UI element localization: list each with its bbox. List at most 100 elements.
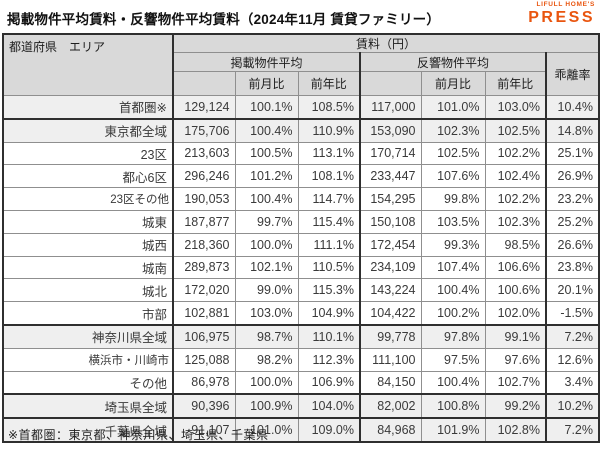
response-mom-cell: 107.4% xyxy=(420,255,486,280)
listed-avg-cell: 289,873 xyxy=(172,255,236,280)
response-avg-cell: 111,100 xyxy=(359,347,422,372)
response-avg-cell: 153,090 xyxy=(359,117,422,143)
response-avg-cell: 172,454 xyxy=(359,232,422,257)
region-cell: 城南 xyxy=(2,255,174,280)
table-row: その他 86,978 100.0% 106.9% 84,150 100.4% 102.7% 3… xyxy=(2,370,600,395)
listed-avg-cell: 125,088 xyxy=(172,347,236,372)
listed-mom-cell: 99.0% xyxy=(234,278,299,303)
response-avg-cell: 117,000 xyxy=(359,94,422,120)
header-response-mom: 前月比 xyxy=(420,71,486,96)
listed-yoy-cell: 110.5% xyxy=(297,255,361,280)
response-avg-cell: 154,295 xyxy=(359,187,422,211)
divergence-cell: 23.8% xyxy=(545,255,600,280)
divergence-cell: 26.6% xyxy=(545,232,600,257)
header-response-group: 反響物件平均 xyxy=(359,52,547,72)
table-row: 埼玉県全域 90,396 100.9% 104.0% 82,002 100.8% 99.2%… xyxy=(2,393,600,419)
listed-yoy-cell: 104.0% xyxy=(297,393,361,419)
table-row: 横浜市・川崎市 125,088 98.2% 112.3% 111,100 97.5% 97.… xyxy=(2,347,600,372)
response-avg-cell: 150,108 xyxy=(359,209,422,234)
response-mom-cell: 102.3% xyxy=(420,117,486,143)
listed-yoy-cell: 109.0% xyxy=(297,417,361,443)
response-yoy-cell: 100.6% xyxy=(484,278,547,303)
response-yoy-cell: 98.5% xyxy=(484,232,547,257)
region-cell: 城西 xyxy=(2,232,174,257)
response-yoy-cell: 102.8% xyxy=(484,417,547,443)
response-yoy-cell: 102.7% xyxy=(484,370,547,395)
listed-mom-cell: 98.7% xyxy=(234,323,299,349)
response-avg-cell: 234,109 xyxy=(359,255,422,280)
response-mom-cell: 102.5% xyxy=(420,141,486,166)
table-row: 首都圏※ 129,124 100.1% 108.5% 117,000 101.0% 103.… xyxy=(2,94,600,120)
response-avg-cell: 84,150 xyxy=(359,370,422,395)
region-cell: 城東 xyxy=(2,209,174,234)
region-cell: その他 xyxy=(2,370,174,395)
page-header: 掲載物件平均賃料・反響物件平均賃料（2024年11月 賃貸ファミリー） LIFU… xyxy=(7,1,595,28)
listed-avg-cell: 106,975 xyxy=(172,323,236,349)
listed-mom-cell: 100.4% xyxy=(234,117,299,143)
listed-avg-cell: 102,881 xyxy=(172,301,236,326)
listed-yoy-cell: 115.4% xyxy=(297,209,361,234)
response-mom-cell: 101.9% xyxy=(420,417,486,443)
response-yoy-cell: 102.2% xyxy=(484,141,547,166)
listed-mom-cell: 98.2% xyxy=(234,347,299,372)
divergence-cell: 3.4% xyxy=(545,370,600,395)
listed-avg-cell: 213,603 xyxy=(172,141,236,166)
divergence-cell: 26.9% xyxy=(545,164,600,189)
divergence-cell: 7.2% xyxy=(545,417,600,443)
divergence-cell: -1.5% xyxy=(545,301,600,326)
header-response-yoy: 前年比 xyxy=(484,71,547,96)
divergence-cell: 10.4% xyxy=(545,94,600,120)
listed-mom-cell: 102.1% xyxy=(234,255,299,280)
divergence-cell: 25.2% xyxy=(545,209,600,234)
listed-avg-cell: 218,360 xyxy=(172,232,236,257)
response-avg-cell: 82,002 xyxy=(359,393,422,419)
listed-yoy-cell: 111.1% xyxy=(297,232,361,257)
region-cell: 都心6区 xyxy=(2,164,174,189)
response-yoy-cell: 106.6% xyxy=(484,255,547,280)
header-response-avg-spacer xyxy=(359,71,422,96)
footnote: ※首都圏：東京都、神奈川県、埼玉県、千葉県 xyxy=(8,428,269,442)
listed-mom-cell: 100.9% xyxy=(234,393,299,419)
region-cell: 埼玉県全域 xyxy=(2,393,174,419)
header-divergence: 乖離率 xyxy=(545,52,600,96)
listed-yoy-cell: 108.5% xyxy=(297,94,361,120)
response-yoy-cell: 102.0% xyxy=(484,301,547,326)
header-listed-group: 掲載物件平均 xyxy=(172,52,361,72)
logo-main-text: PRESS xyxy=(528,8,595,26)
listed-avg-cell: 129,124 xyxy=(172,94,236,120)
header-listed-yoy: 前年比 xyxy=(297,71,361,96)
divergence-cell: 7.2% xyxy=(545,323,600,349)
listed-mom-cell: 100.5% xyxy=(234,141,299,166)
response-yoy-cell: 99.2% xyxy=(484,393,547,419)
region-cell: 東京都全域 xyxy=(2,117,174,143)
listed-yoy-cell: 110.1% xyxy=(297,323,361,349)
table-row: 神奈川県全域 106,975 98.7% 110.1% 99,778 97.8% 99.1%… xyxy=(2,323,600,349)
table-row: 23区 213,603 100.5% 113.1% 170,714 102.5% 102.2… xyxy=(2,141,600,166)
response-mom-cell: 97.8% xyxy=(420,323,486,349)
response-mom-cell: 97.5% xyxy=(420,347,486,372)
response-mom-cell: 101.0% xyxy=(420,94,486,120)
listed-avg-cell: 175,706 xyxy=(172,117,236,143)
listed-yoy-cell: 112.3% xyxy=(297,347,361,372)
region-cell: 市部 xyxy=(2,301,174,326)
listed-mom-cell: 100.4% xyxy=(234,187,299,211)
table-row: 東京都全域 175,706 100.4% 110.9% 153,090 102.3% 102… xyxy=(2,117,600,143)
listed-mom-cell: 100.1% xyxy=(234,94,299,120)
logo-top-text: LIFULL HOME'S xyxy=(536,1,595,8)
divergence-cell: 23.2% xyxy=(545,187,600,211)
table-row: 城北 172,020 99.0% 115.3% 143,224 100.4% 100.6% 2… xyxy=(2,278,600,303)
region-cell: 首都圏※ xyxy=(2,94,174,120)
lifull-homes-press-logo: LIFULL HOME'S PRESS xyxy=(528,1,595,26)
listed-yoy-cell: 115.3% xyxy=(297,278,361,303)
region-cell: 23区その他 xyxy=(2,187,174,211)
table-row: 市部 102,881 103.0% 104.9% 104,422 100.2% 102.0%… xyxy=(2,301,600,326)
header-listed-avg-spacer xyxy=(172,71,236,96)
header-listed-mom: 前月比 xyxy=(234,71,299,96)
listed-yoy-cell: 110.9% xyxy=(297,117,361,143)
response-mom-cell: 99.8% xyxy=(420,187,486,211)
table-header: 都道府県 エリア 賃料（円） 掲載物件平均 反響物件平均 乖離率 前月比 前年比… xyxy=(2,33,600,96)
listed-yoy-cell: 113.1% xyxy=(297,141,361,166)
response-mom-cell: 100.4% xyxy=(420,278,486,303)
listed-mom-cell: 99.7% xyxy=(234,209,299,234)
listed-avg-cell: 91,107 xyxy=(172,417,236,443)
